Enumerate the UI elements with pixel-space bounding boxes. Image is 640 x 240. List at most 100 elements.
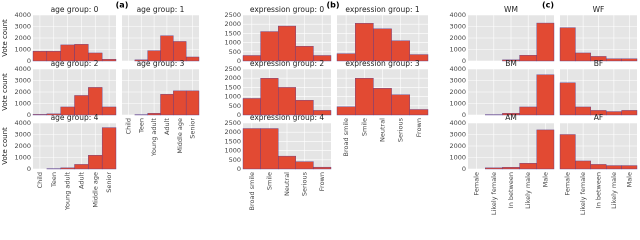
panel-label: (c)	[542, 1, 554, 10]
y-tick-label: 4000	[449, 65, 466, 73]
bar	[260, 77, 279, 116]
x-tick-label: In between	[595, 172, 603, 208]
bar	[409, 54, 429, 62]
y-tick-label: 4000	[14, 11, 31, 19]
bar	[536, 129, 555, 170]
bar	[606, 111, 622, 116]
x-tick-label: In between	[507, 172, 515, 208]
y-tick-label: 1000	[224, 39, 241, 47]
x-tick-label: Female	[564, 172, 572, 196]
y-tick-label: 2000	[14, 142, 31, 150]
bar	[606, 58, 622, 62]
bar	[519, 55, 537, 62]
y-tick-label: 0	[237, 57, 241, 65]
y-tick-label: 3000	[449, 77, 466, 85]
bar	[260, 31, 279, 62]
y-tick-label: 2000	[14, 88, 31, 96]
y-tick-label: 1000	[224, 93, 241, 101]
x-tick-label: Smile	[360, 118, 368, 136]
bar	[536, 74, 555, 116]
bar	[373, 88, 392, 116]
x-tick-label: Likely male	[524, 172, 532, 209]
y-tick-label: 1000	[224, 147, 241, 155]
bar	[74, 164, 89, 170]
x-tick-label: Female	[473, 172, 481, 196]
x-tick-label: Serious	[301, 171, 309, 196]
y-tick-label: 1000	[449, 100, 466, 108]
y-tick-label: 2000	[449, 34, 466, 42]
bar	[621, 110, 638, 116]
bar	[606, 165, 622, 170]
y-tick-label: 3000	[449, 131, 466, 139]
panel-title: expression group: 3	[345, 59, 420, 68]
figure: (a) age group: 0 0 1000 2000 3000 4000 Vote cou…	[1, 1, 638, 215]
y-tick-label: 0	[27, 165, 31, 173]
bar	[88, 52, 103, 62]
y-tick-label: 500	[229, 156, 241, 164]
bar	[295, 46, 314, 62]
x-tick-label: Teen	[137, 118, 145, 134]
y-tick-label: 4000	[449, 11, 466, 19]
panel-title: expression group: 2	[250, 59, 325, 68]
x-tick-label: Middle age	[91, 172, 99, 208]
panel-title: WM	[504, 5, 518, 14]
y-axis-label: Vote count	[1, 73, 9, 111]
bar	[160, 35, 174, 62]
bar	[88, 87, 103, 116]
y-tick-label: 2500	[224, 11, 241, 19]
bar	[373, 28, 392, 62]
y-tick-label: 3000	[14, 23, 31, 31]
panel-title: BF	[594, 59, 603, 68]
y-tick-label: 1000	[14, 100, 31, 108]
x-tick-label: Child	[124, 118, 132, 134]
bar	[101, 59, 117, 62]
panel-title: age group: 1	[137, 5, 185, 14]
x-tick-label: Frown	[415, 118, 423, 137]
bar	[485, 167, 503, 170]
panel-title: WF	[593, 5, 605, 14]
bar	[336, 106, 356, 116]
x-tick-label: Likely male	[610, 172, 618, 209]
bar	[391, 94, 411, 116]
bar	[536, 22, 555, 62]
y-tick-label: 0	[27, 111, 31, 119]
x-tick-label: Senior	[105, 172, 113, 193]
panel-label: (a)	[116, 1, 129, 10]
panel-title: age group: 0	[51, 5, 99, 14]
bar	[355, 23, 374, 62]
x-tick-label: Neutral	[379, 118, 387, 142]
x-tick-label: Adult	[163, 118, 171, 135]
bar	[575, 106, 592, 116]
x-tick-label: Male	[625, 172, 633, 187]
y-tick-label: 2500	[224, 119, 241, 127]
bar	[173, 90, 187, 116]
bar	[621, 165, 638, 170]
x-tick-label: Broad smile	[248, 172, 256, 210]
y-tick-label: 1500	[224, 83, 241, 91]
panel-title: expression group: 0	[250, 5, 325, 14]
y-tick-label: 1000	[449, 46, 466, 54]
bar	[260, 128, 279, 170]
bar	[101, 106, 117, 116]
bar	[590, 164, 607, 170]
y-tick-label: 2500	[224, 65, 241, 73]
y-tick-label: 1500	[224, 137, 241, 145]
y-tick-label: 500	[229, 48, 241, 56]
y-axis-label: Vote count	[1, 19, 9, 57]
bar	[173, 41, 187, 62]
bar	[519, 163, 537, 170]
bar	[502, 167, 520, 170]
panel-title: age group: 3	[137, 59, 185, 68]
x-tick-label: Male	[541, 172, 549, 187]
panel-title: BM	[505, 59, 517, 68]
x-tick-label: Young adult	[150, 118, 158, 158]
bar	[278, 87, 297, 116]
x-tick-label: Senior	[189, 118, 197, 139]
y-tick-label: 4000	[14, 65, 31, 73]
bar	[242, 128, 261, 170]
bar	[147, 113, 161, 116]
y-tick-label: 0	[462, 165, 466, 173]
y-tick-label: 0	[462, 57, 466, 65]
y-tick-label: 4000	[449, 119, 466, 127]
y-tick-label: 1000	[14, 46, 31, 54]
